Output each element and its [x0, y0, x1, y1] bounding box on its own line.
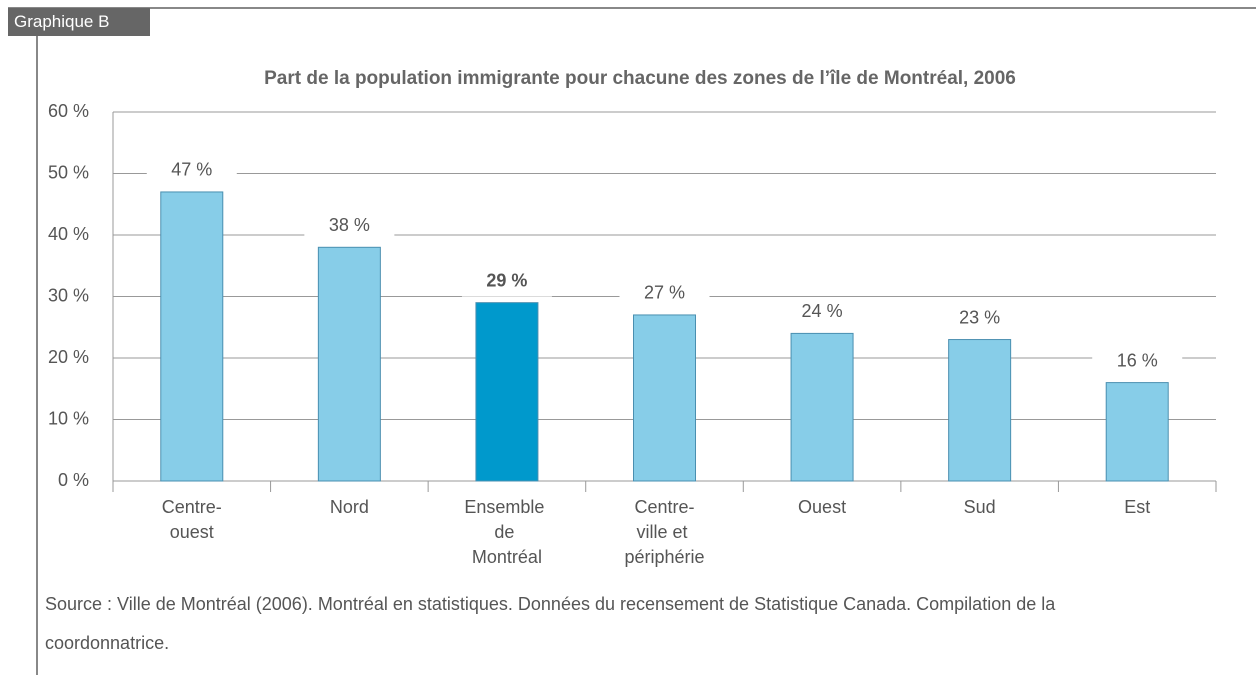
value-label: 27 % [644, 283, 685, 303]
bar [160, 191, 224, 482]
y-tick-label: 60 % [48, 101, 89, 121]
value-label: 29 % [486, 270, 527, 290]
y-tick-label: 0 % [58, 470, 89, 490]
value-label: 47 % [171, 160, 212, 180]
y-tick-label: 40 % [48, 224, 89, 244]
bar [790, 332, 854, 482]
value-label: 38 % [329, 215, 370, 235]
x-tick-label: Sud [964, 497, 996, 517]
x-tick-label: Nord [330, 497, 369, 517]
value-label: 24 % [802, 301, 843, 321]
y-tick-label: 30 % [48, 285, 89, 305]
value-label: 23 % [959, 307, 1000, 327]
x-tick-label: Ensemble de Montréal [464, 497, 549, 567]
value-label: 16 % [1117, 350, 1158, 370]
bar [475, 302, 539, 482]
y-tick-label: 50 % [48, 162, 89, 182]
bar [1105, 382, 1169, 482]
x-tick-label: Centre-ville et périphérie [624, 497, 704, 567]
label-bg [304, 211, 395, 242]
x-tick-label: Centre-ouest [162, 497, 222, 542]
bar [633, 314, 696, 482]
y-tick-label: 10 % [48, 408, 89, 428]
x-tick-label: Est [1124, 497, 1150, 517]
label-bg [777, 297, 868, 328]
label-bg [934, 303, 1025, 334]
tab: Graphique B [8, 8, 150, 36]
x-tick-label: Ouest [798, 497, 846, 517]
label-bg [619, 278, 710, 309]
y-tick-label: 20 % [48, 347, 89, 367]
label-bg [461, 266, 552, 297]
chart-title: Part de la population immigrante pour ch… [264, 68, 1016, 89]
label-bg [146, 155, 237, 186]
source-note: Source : Ville de Montréal (2006). Montr… [45, 594, 1056, 653]
label-bg [1092, 346, 1183, 377]
bar [948, 339, 1012, 482]
bar [317, 246, 381, 482]
